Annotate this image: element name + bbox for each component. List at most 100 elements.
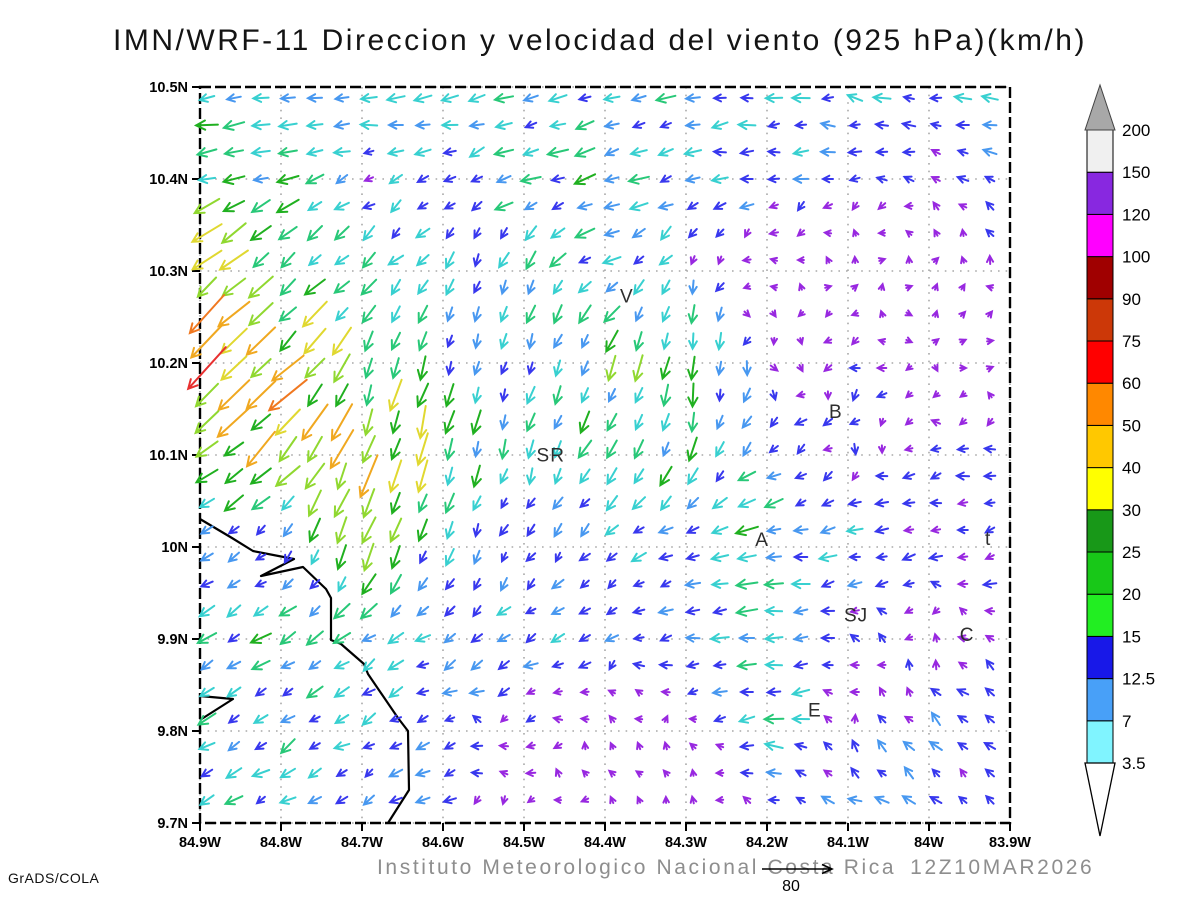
- wind-vector-arrow: [523, 201, 538, 211]
- wind-vector-arrow: [472, 605, 482, 618]
- wind-vector-arrow: [633, 331, 644, 352]
- wind-vector-arrow: [335, 516, 348, 545]
- wind-vector-arrow: [471, 464, 482, 489]
- wind-vector-arrow: [361, 573, 377, 596]
- wind-vector-arrow: [845, 93, 864, 103]
- wind-vector-arrow: [604, 524, 619, 536]
- wind-vector-arrow: [551, 660, 564, 669]
- wind-vector-arrow: [710, 174, 729, 184]
- wind-vector-arrow: [957, 203, 968, 211]
- wind-vector-arrow: [443, 410, 456, 435]
- wind-vector-arrow: [630, 551, 647, 563]
- wind-vector-arrow: [190, 249, 223, 271]
- wind-vector-arrow: [197, 741, 216, 751]
- wind-vector-arrow: [958, 606, 968, 616]
- wind-vector-arrow: [983, 607, 996, 616]
- wind-vector-arrow: [579, 498, 591, 509]
- wind-vector-arrow: [734, 578, 759, 590]
- wind-vector-arrow: [388, 741, 403, 750]
- wind-vector-arrow: [304, 173, 325, 185]
- wind-vector-arrow: [633, 255, 645, 265]
- wind-vector-arrow: [580, 360, 590, 377]
- wind-vector-arrow: [795, 796, 806, 805]
- colorbar-under-arrow: [1084, 762, 1116, 837]
- wind-vector-arrow: [552, 304, 563, 325]
- wind-vector-arrow: [821, 660, 834, 670]
- wind-vector-arrow: [904, 417, 914, 426]
- wind-vector-arrow: [633, 468, 645, 485]
- wind-vector-arrow: [712, 93, 727, 103]
- wind-vector-arrow: [227, 633, 240, 643]
- wind-vector-arrow: [904, 363, 914, 372]
- wind-vector-arrow: [579, 687, 590, 696]
- wind-vector-arrow: [687, 228, 698, 239]
- wind-vector-arrow: [657, 606, 674, 616]
- wind-vector-arrow: [337, 576, 347, 593]
- colorbar-tick-label: 12.5: [1122, 670, 1155, 689]
- grads-credit: GrADS/COLA: [8, 870, 100, 886]
- wind-vector-arrow: [192, 197, 221, 215]
- wind-vector-arrow: [790, 578, 811, 590]
- wind-vector-arrow: [794, 769, 807, 778]
- wind-vector-arrow: [958, 390, 968, 398]
- wind-vector-arrow: [247, 302, 274, 327]
- wind-vector-arrow: [250, 119, 271, 131]
- wind-vector-arrow: [417, 331, 428, 352]
- wind-vector-arrow: [278, 795, 297, 805]
- wind-vector-arrow: [417, 279, 429, 296]
- wind-vector-arrow: [303, 327, 327, 355]
- wind-vector-arrow: [444, 466, 455, 487]
- colorbar-tick-label: 100: [1122, 248, 1150, 267]
- wind-vector-arrow: [579, 579, 590, 589]
- wind-vector-arrow: [498, 770, 509, 778]
- lon-tick-label: 84.8W: [260, 835, 302, 851]
- wind-vector-arrow: [523, 120, 538, 129]
- wind-vector-arrow: [763, 606, 784, 616]
- wind-vector-arrow: [904, 390, 914, 399]
- wind-vector-arrow: [659, 356, 671, 381]
- wind-vector-arrow: [301, 403, 329, 442]
- wind-vector-arrow: [851, 738, 860, 753]
- wind-vector-arrow: [525, 714, 536, 723]
- wind-vector-arrow: [904, 336, 914, 344]
- reference-vector: 80: [762, 863, 834, 895]
- wind-vector-arrow: [470, 659, 484, 671]
- wind-vector-arrow: [628, 201, 649, 212]
- wind-vector-arrow: [415, 660, 430, 669]
- wind-vector-arrow: [249, 225, 272, 242]
- colorbar-segment: [1086, 382, 1114, 426]
- wind-vector-arrow: [473, 227, 482, 240]
- wind-vector-arrow: [445, 278, 455, 297]
- lon-tick-label: 84W: [914, 835, 944, 851]
- wind-vector-arrow: [579, 715, 590, 724]
- wind-vector-arrow: [524, 606, 537, 615]
- wind-vector-arrow: [632, 579, 645, 588]
- wind-vector-arrow: [793, 471, 807, 480]
- wind-vector-arrow: [605, 495, 619, 512]
- wind-vector-arrow: [766, 174, 781, 184]
- lon-tick-label: 83.9W: [989, 835, 1031, 851]
- wind-vector-arrow: [932, 200, 941, 211]
- wind-vector-arrow: [227, 525, 240, 535]
- wind-vector-arrow: [198, 497, 215, 509]
- wind-vector-arrow: [710, 579, 729, 589]
- wind-vector-arrow: [983, 742, 997, 751]
- wind-vector-arrow: [499, 333, 509, 351]
- wind-vector-arrow: [442, 174, 457, 183]
- wind-vector-arrow: [711, 606, 727, 616]
- wind-vector-arrow: [495, 174, 512, 184]
- wind-vector-arrow: [901, 471, 916, 480]
- wind-vector-arrow: [499, 388, 509, 403]
- wind-vector-arrow: [684, 606, 701, 616]
- wind-vector-arrow: [250, 413, 272, 431]
- wind-vector-arrow: [580, 523, 590, 538]
- wind-vector-arrow: [304, 357, 326, 379]
- wind-vector-arrow: [494, 120, 513, 130]
- wind-vector-arrow: [819, 120, 836, 130]
- wind-vector-arrow: [277, 120, 298, 131]
- wind-vector-arrow: [687, 382, 699, 409]
- wind-vector-arrow: [929, 121, 942, 130]
- wind-vector-arrow: [606, 439, 618, 460]
- wind-vector-arrow: [577, 439, 593, 460]
- wind-vector-arrow: [687, 304, 698, 326]
